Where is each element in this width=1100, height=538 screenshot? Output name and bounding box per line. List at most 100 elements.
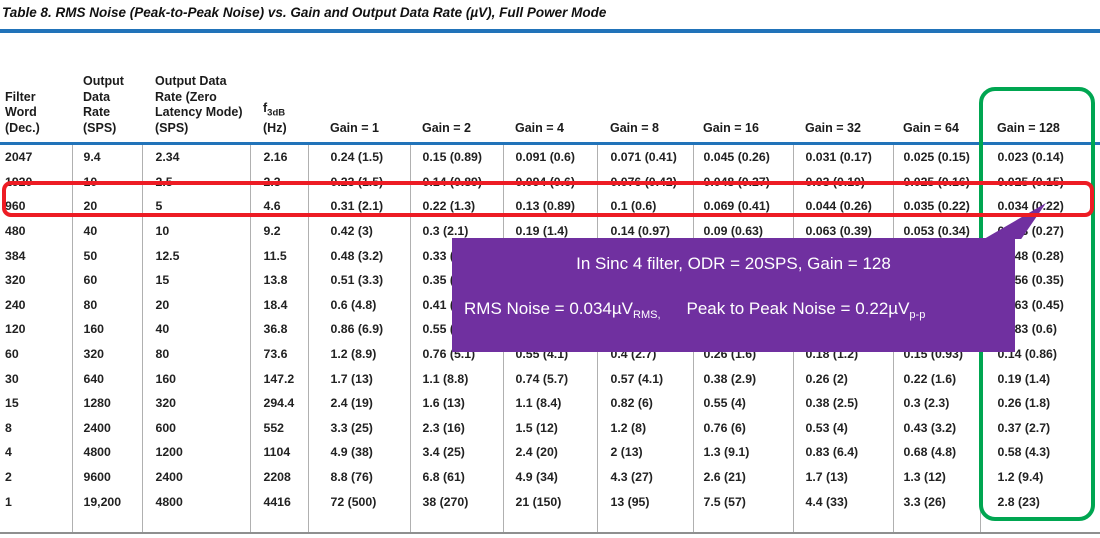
table-cell: 0.22 (1.6) xyxy=(892,366,980,391)
table-cell: 2208 xyxy=(249,464,308,490)
spacer-cell xyxy=(307,513,410,533)
table-cell: 0.23 (1.5) xyxy=(307,169,410,195)
table-cell: 1.6 (13) xyxy=(409,390,503,416)
col-header-gain-128: Gain = 128 xyxy=(980,29,1100,145)
table-cell: 1.3 (12) xyxy=(892,464,980,490)
col-header-gain-4: Gain = 4 xyxy=(503,29,597,145)
callout-box: In Sinc 4 filter, ODR = 20SPS, Gain = 12… xyxy=(452,238,1015,352)
table-cell: 2.4 (19) xyxy=(307,390,410,416)
table-cell: 36.8 xyxy=(249,317,308,342)
table-cell: 0.82 (6) xyxy=(596,390,693,416)
table-cell: 0.53 (4) xyxy=(792,415,893,441)
table-cell: 4416 xyxy=(249,489,308,514)
table-cell: 0.38 (2.9) xyxy=(692,366,793,391)
table-cell: 1104 xyxy=(249,440,308,465)
table-cell: 0.13 (0.89) xyxy=(502,194,597,219)
table-cell: 0.6 (4.8) xyxy=(307,292,410,318)
callout-rms-subscript: RMS, xyxy=(633,309,661,321)
table-cell: 0.023 (0.14) xyxy=(979,143,1100,170)
table-cell: 0.025 (0.15) xyxy=(979,169,1100,195)
table-cell: 552 xyxy=(249,415,308,441)
table-row: 4 4800 1200 1104 4.9 (38) 3.4 (25) 2.4 (20) 2 (… xyxy=(0,440,1100,465)
table-cell: 0.48 (3.2) xyxy=(307,243,410,268)
table-cell: 384 xyxy=(5,248,26,263)
spacer-cell xyxy=(502,513,597,533)
table-cell: 2.4 (20) xyxy=(502,440,597,465)
table-cell: 21 (150) xyxy=(502,489,597,514)
table-cell: 1.5 (12) xyxy=(502,415,597,441)
spacer-cell xyxy=(892,513,980,533)
table-row: 15 1280 320 294.4 2.4 (19) 1.6 (13) 1.1 (8.4) 0… xyxy=(0,390,1100,416)
table-cell: 147.2 xyxy=(249,366,308,391)
callout-line2: RMS Noise = 0.034µVRMS, Peak to Peak Nois… xyxy=(464,298,1015,321)
table-cell: 3.4 (25) xyxy=(409,440,503,465)
table-cell: 0.025 (0.15) xyxy=(892,143,980,170)
table-cell: 2 xyxy=(5,470,12,485)
table-cell: 72 (500) xyxy=(307,489,410,514)
table-cell: 3.3 (26) xyxy=(892,489,980,514)
table-cell: 0.51 (3.3) xyxy=(307,267,410,293)
table-cell: 15 xyxy=(141,267,250,293)
table-cell: 2.34 xyxy=(141,143,250,170)
table-cell: 0.68 (4.8) xyxy=(892,440,980,465)
table-cell: 3.3 (25) xyxy=(307,415,410,441)
table-cell: 0.37 (2.7) xyxy=(979,415,1100,441)
table-cell: 0.035 (0.22) xyxy=(892,194,980,219)
table-cell: 1280 xyxy=(71,390,142,416)
table-cell: 2400 xyxy=(141,464,250,490)
table-cell: 0.57 (4.1) xyxy=(596,366,693,391)
spacer-row xyxy=(0,513,1100,533)
spacer-cell xyxy=(596,513,693,533)
spacer-cell xyxy=(0,514,72,533)
table-cell: 1.7 (13) xyxy=(792,464,893,490)
table-cell: 0.22 (1.3) xyxy=(409,194,503,219)
table-cell: 13.8 xyxy=(249,267,308,293)
table-cell: 1.2 (8) xyxy=(596,415,693,441)
table-cell: 0.42 (3) xyxy=(307,218,410,244)
table-row: 30 640 160 147.2 1.7 (13) 1.1 (8.8) 0.74 (5.7)… xyxy=(0,366,1100,391)
table-cell: 1.3 (9.1) xyxy=(692,440,793,465)
table-cell: 60 xyxy=(5,347,19,362)
table-row: 1 19,200 4800 4416 72 (500) 38 (270) 21 (150) 1… xyxy=(0,489,1100,514)
spacer-cell xyxy=(409,513,503,533)
callout-rms-text: RMS Noise = 0.034µV xyxy=(464,299,634,318)
table-row: 8 2400 600 552 3.3 (25) 2.3 (16) 1.5 (12) 1.2 (… xyxy=(0,415,1100,441)
table-cell: 0.3 (2.3) xyxy=(892,390,980,416)
table-cell: 2.3 xyxy=(249,169,308,195)
table-cell: 4800 xyxy=(141,489,250,514)
table-cell: 0.74 (5.7) xyxy=(502,366,597,391)
table-cell: 120 xyxy=(5,322,26,337)
table-row: 960 20 5 4.6 0.31 (2.1) 0.22 (1.3) 0.13 (0.89)… xyxy=(0,194,1100,219)
table-cell: 12.5 xyxy=(141,243,250,268)
table-cell: 40 xyxy=(141,317,250,342)
table-cell: 0.1 (0.6) xyxy=(596,194,693,219)
table-cell: 0.044 (0.26) xyxy=(792,194,893,219)
table-cell: 600 xyxy=(141,415,250,441)
callout-line1: In Sinc 4 filter, ODR = 20SPS, Gain = 12… xyxy=(576,254,891,273)
table-cell: 2.8 (23) xyxy=(979,489,1100,514)
table-row: 2 9600 2400 2208 8.8 (76) 6.8 (61) 4.9 (34) 4.3… xyxy=(0,464,1100,490)
table-cell: 20 xyxy=(71,194,142,219)
table-cell: 8.8 (76) xyxy=(307,464,410,490)
table-cell: 19,200 xyxy=(71,489,142,514)
table-cell: 10 xyxy=(71,169,142,195)
table-cell: 1.2 (8.9) xyxy=(307,341,410,367)
table-cell: 0.025 (0.16) xyxy=(892,169,980,195)
table-cell: 0.38 (2.5) xyxy=(792,390,893,416)
table-cell: 80 xyxy=(141,341,250,367)
table-cell: 73.6 xyxy=(249,341,308,367)
table-cell: 20 xyxy=(141,292,250,318)
table-cell: 2.6 (21) xyxy=(692,464,793,490)
spacer-cell xyxy=(71,513,142,533)
table-cell: 0.58 (4.3) xyxy=(979,440,1100,465)
table-cell: 2047 xyxy=(5,150,33,165)
table-cell: 0.094 (0.6) xyxy=(502,169,597,195)
spacer-cell xyxy=(979,513,1100,533)
table-cell: 1200 xyxy=(141,440,250,465)
table-row: 2047 9.4 2.34 2.16 0.24 (1.5) 0.15 (0.89) 0.09… xyxy=(0,143,1100,170)
table-cell: 13 (95) xyxy=(596,489,693,514)
table-cell: 0.31 (2.1) xyxy=(307,194,410,219)
table-cell: 0.24 (1.5) xyxy=(307,143,410,170)
table-cell: 60 xyxy=(71,267,142,293)
table-cell: 1 xyxy=(5,494,12,509)
